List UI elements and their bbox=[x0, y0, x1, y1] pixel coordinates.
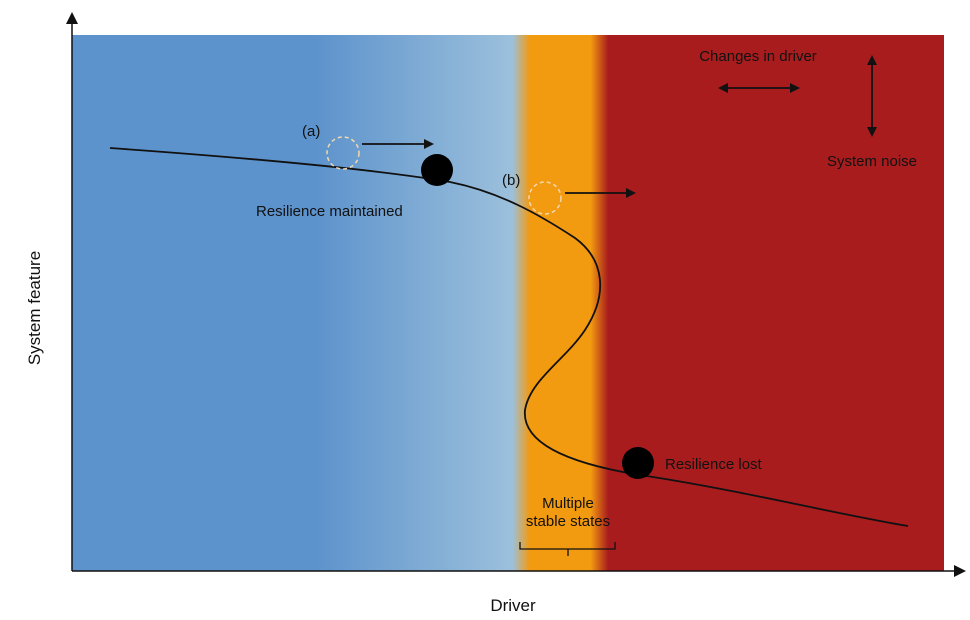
multiple-stable-states-line1: Multiple bbox=[542, 495, 594, 512]
x-axis-title: Driver bbox=[490, 596, 536, 615]
x-axis-arrowhead bbox=[954, 565, 966, 577]
resilience-lost-label: Resilience lost bbox=[665, 456, 763, 473]
dashed-circle-icon bbox=[326, 136, 360, 170]
y-axis-title: System feature bbox=[25, 251, 44, 365]
state-a-label: (a) bbox=[302, 123, 320, 140]
ball-icon bbox=[421, 154, 453, 186]
multiple-stable-states-line2: stable states bbox=[526, 513, 610, 530]
y-axis-arrowhead bbox=[66, 12, 78, 24]
system-response-curve bbox=[109, 147, 909, 527]
changes-in-driver-label: Changes in driver bbox=[699, 48, 817, 65]
regime-gradient-background bbox=[72, 35, 944, 571]
state-b-label: (b) bbox=[502, 172, 520, 189]
ball-icon bbox=[622, 447, 654, 479]
resilience-maintained-label: Resilience maintained bbox=[256, 203, 403, 220]
dashed-circle-icon bbox=[528, 181, 562, 215]
system-noise-label: System noise bbox=[827, 153, 917, 170]
stable-states-bracket bbox=[519, 542, 616, 556]
